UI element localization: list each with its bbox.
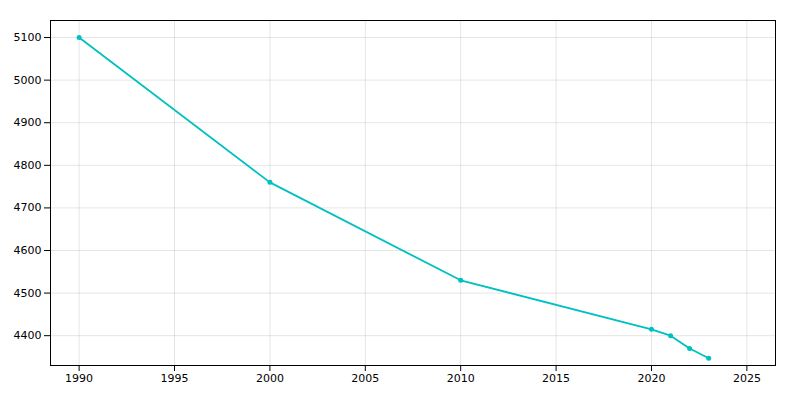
svg-text:1990: 1990 bbox=[65, 372, 93, 385]
svg-text:4400: 4400 bbox=[14, 329, 42, 342]
svg-text:2020: 2020 bbox=[637, 372, 665, 385]
svg-text:2010: 2010 bbox=[447, 372, 475, 385]
svg-text:4800: 4800 bbox=[14, 159, 42, 172]
svg-text:2025: 2025 bbox=[733, 372, 761, 385]
svg-text:2015: 2015 bbox=[542, 372, 570, 385]
svg-text:4700: 4700 bbox=[14, 201, 42, 214]
svg-text:1995: 1995 bbox=[161, 372, 189, 385]
svg-text:4500: 4500 bbox=[14, 287, 42, 300]
svg-text:5100: 5100 bbox=[14, 31, 42, 44]
svg-text:2005: 2005 bbox=[351, 372, 379, 385]
svg-text:4600: 4600 bbox=[14, 244, 42, 257]
svg-text:4900: 4900 bbox=[14, 116, 42, 129]
svg-text:5000: 5000 bbox=[14, 74, 42, 87]
svg-text:2000: 2000 bbox=[256, 372, 284, 385]
